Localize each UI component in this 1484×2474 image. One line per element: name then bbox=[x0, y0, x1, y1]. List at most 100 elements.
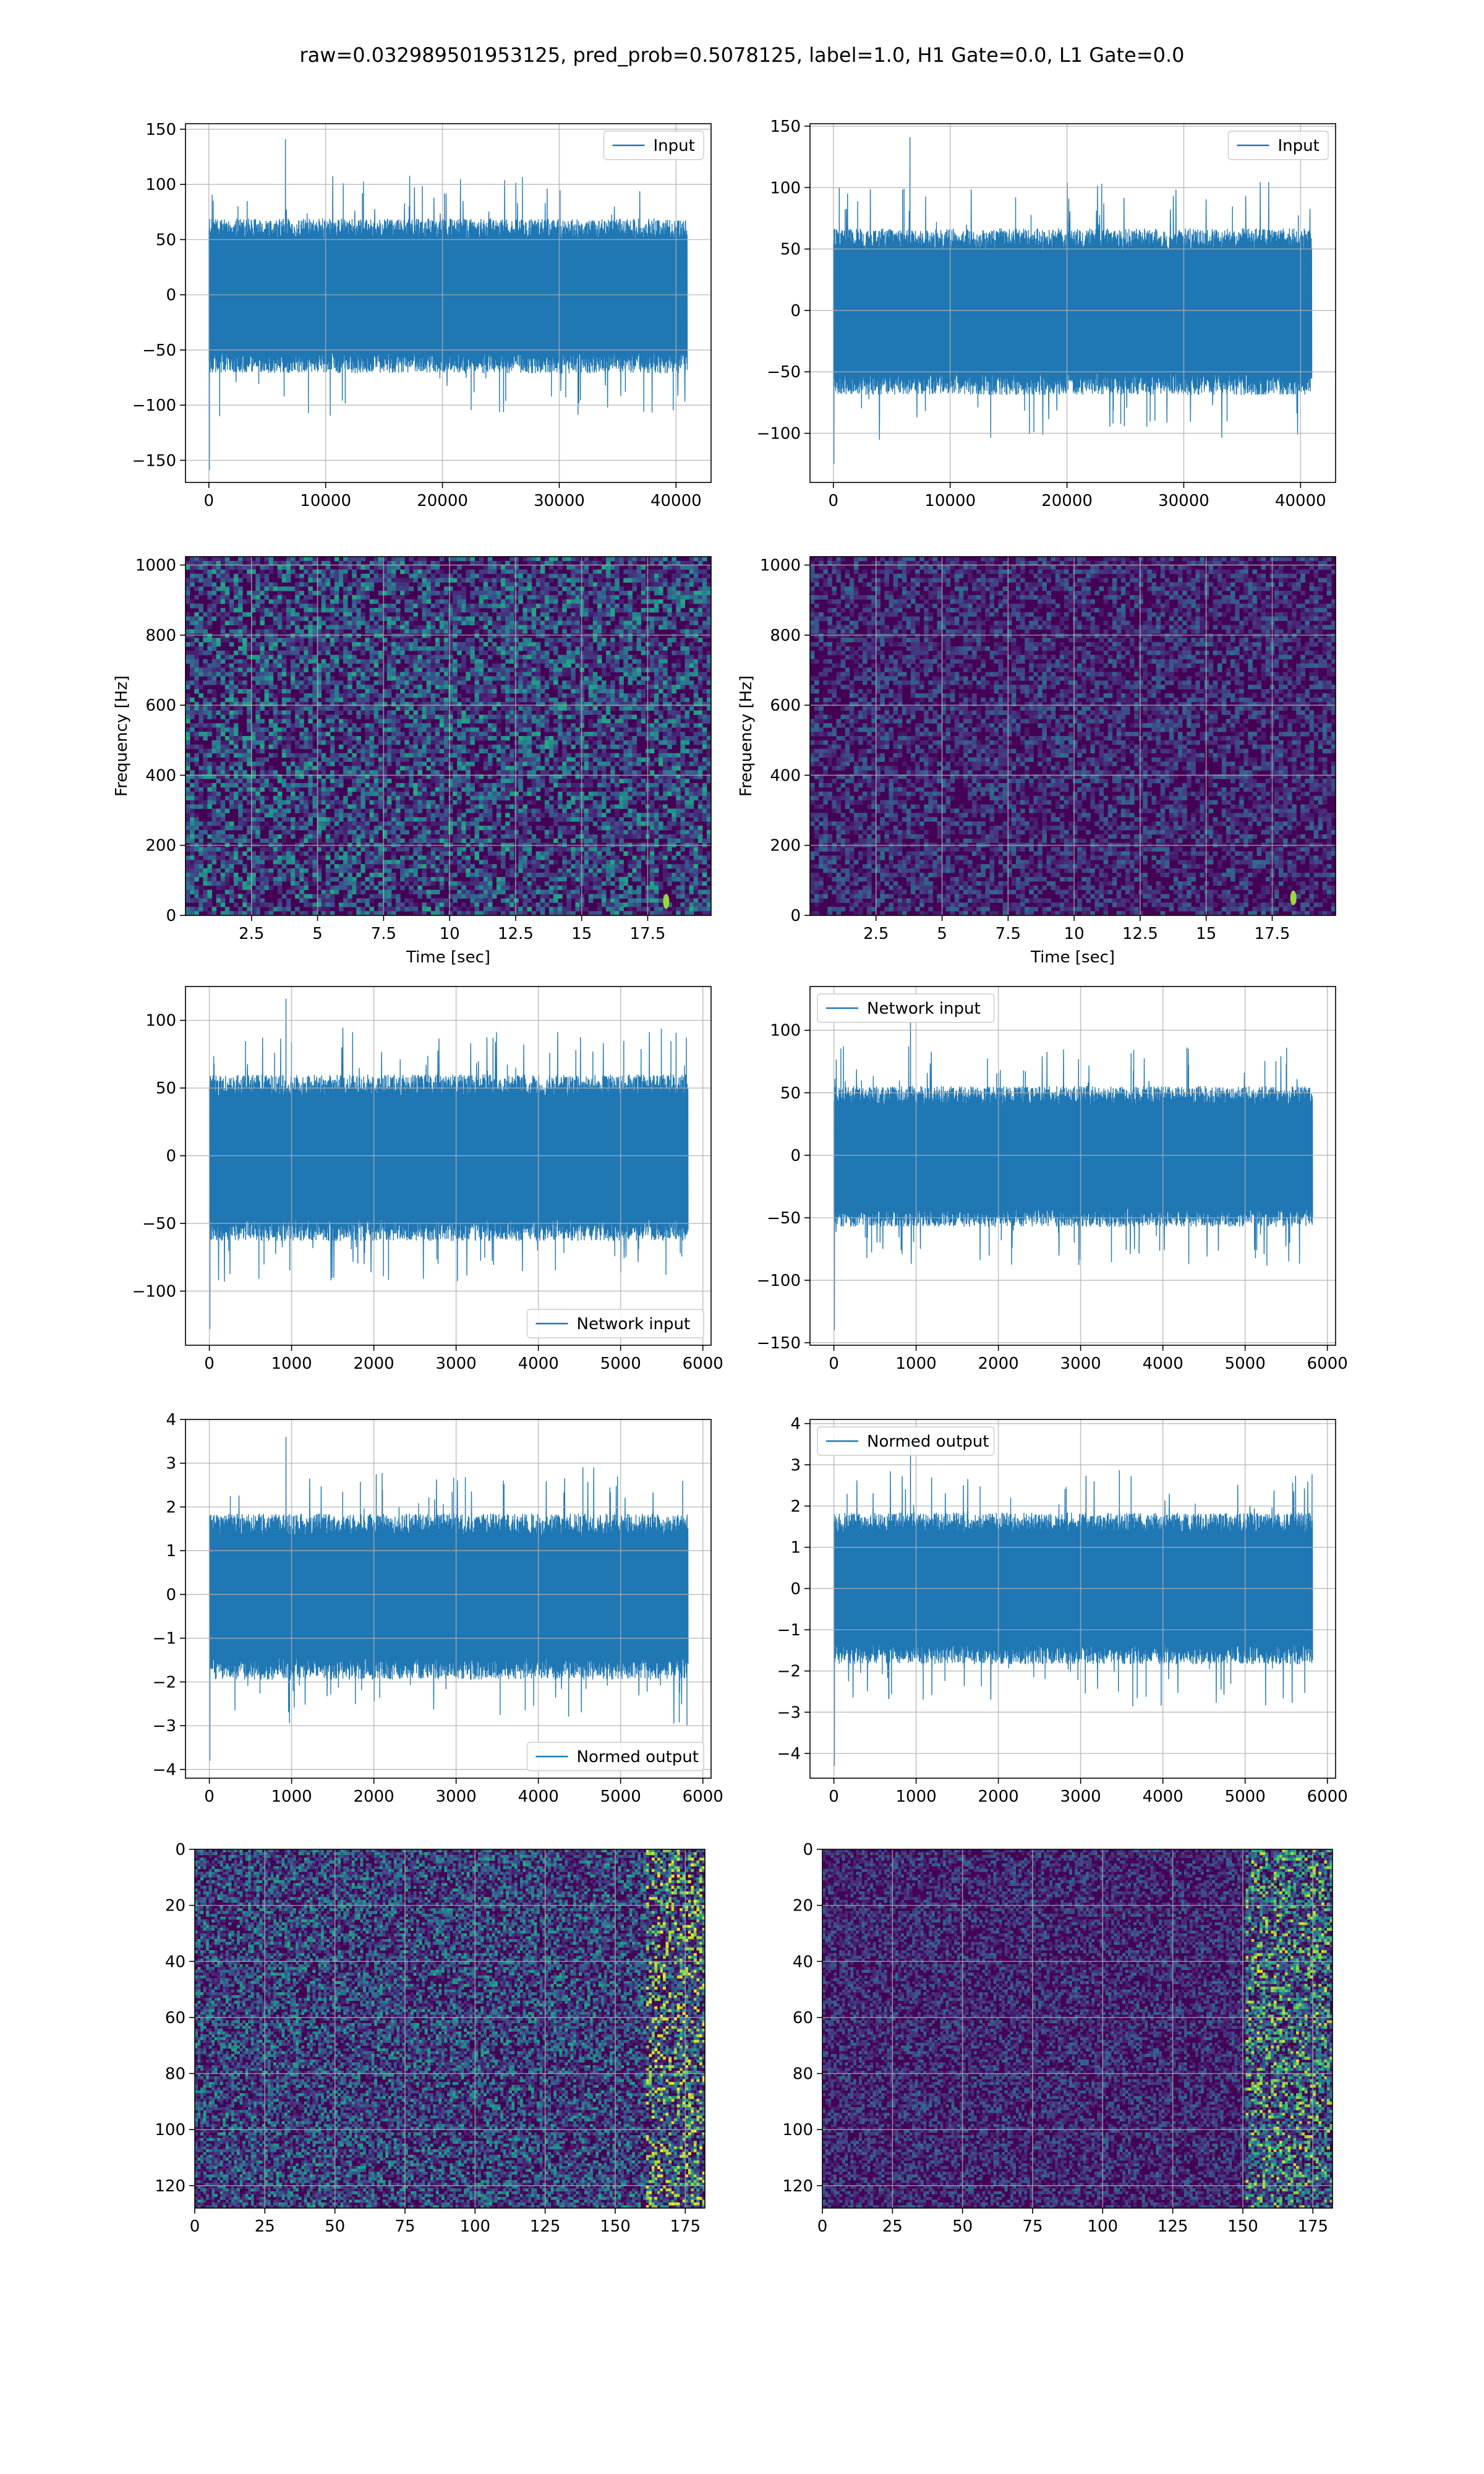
heatmap-cell bbox=[444, 749, 449, 753]
heatmap-cell bbox=[238, 633, 243, 638]
heatmap-cell bbox=[238, 629, 243, 633]
heatmap-cell bbox=[610, 702, 615, 706]
heatmap-cell bbox=[619, 758, 624, 762]
x-tick-label: 10000 bbox=[300, 492, 351, 510]
heatmap-cell bbox=[527, 732, 532, 736]
heatmap-cell bbox=[606, 570, 611, 574]
heatmap-cell bbox=[255, 689, 260, 693]
heatmap-cell bbox=[466, 642, 471, 646]
heatmap-cell bbox=[702, 672, 707, 676]
heatmap-cell bbox=[545, 617, 550, 621]
heatmap-cell bbox=[584, 633, 589, 638]
heatmap-cell bbox=[475, 574, 480, 578]
heatmap-cell bbox=[409, 574, 414, 578]
heatmap-cell bbox=[448, 651, 453, 655]
heatmap-cell bbox=[242, 758, 247, 762]
heatmap-cell bbox=[501, 633, 506, 638]
heatmap-cell bbox=[545, 574, 550, 578]
heatmap-cell bbox=[619, 608, 624, 612]
heatmap-cell bbox=[562, 706, 567, 711]
heatmap-cell bbox=[527, 604, 532, 608]
heatmap-cell bbox=[628, 727, 633, 732]
heatmap-cell bbox=[589, 668, 594, 672]
heatmap-cell bbox=[514, 642, 519, 646]
heatmap-cell bbox=[479, 591, 484, 595]
heatmap-cell bbox=[186, 642, 190, 646]
heatmap-cell bbox=[198, 617, 203, 621]
heatmap-cell bbox=[497, 758, 501, 762]
heatmap-cell bbox=[365, 761, 370, 766]
heatmap-cell bbox=[260, 736, 265, 740]
heatmap-cell bbox=[365, 753, 370, 758]
heatmap-cell bbox=[685, 578, 690, 583]
heatmap-cell bbox=[417, 715, 422, 719]
heatmap-cell bbox=[396, 749, 401, 753]
heatmap-cell bbox=[343, 586, 348, 591]
heatmap-cell bbox=[278, 570, 283, 574]
heatmap-cell bbox=[549, 711, 554, 715]
heatmap-cell bbox=[698, 727, 703, 732]
heatmap-cell bbox=[409, 689, 414, 693]
heatmap-cell bbox=[514, 685, 519, 689]
heatmap-cell bbox=[444, 621, 449, 625]
heatmap-cell bbox=[689, 599, 694, 604]
heatmap-cell bbox=[448, 676, 453, 680]
heatmap-cell bbox=[360, 698, 365, 702]
heatmap-cell bbox=[540, 612, 545, 617]
heatmap-cell bbox=[694, 659, 699, 664]
heatmap-cell bbox=[497, 676, 501, 680]
heatmap-cell bbox=[299, 753, 304, 758]
heatmap-cell bbox=[247, 727, 252, 732]
heatmap-cell bbox=[562, 664, 567, 668]
heatmap-cell bbox=[295, 591, 300, 595]
heatmap-cell bbox=[413, 625, 418, 630]
heatmap-cell bbox=[527, 736, 532, 740]
heatmap-cell bbox=[400, 655, 405, 659]
heatmap-cell bbox=[470, 740, 475, 745]
heatmap-cell bbox=[602, 565, 607, 570]
heatmap-cell bbox=[470, 736, 475, 740]
x-tick-label: 40000 bbox=[650, 492, 702, 510]
heatmap-cell bbox=[593, 617, 598, 621]
heatmap-cell bbox=[299, 766, 304, 770]
heatmap-cell bbox=[198, 770, 203, 774]
heatmap-cell bbox=[207, 582, 212, 586]
heatmap-cell bbox=[466, 608, 471, 612]
heatmap-cell bbox=[391, 625, 396, 630]
heatmap-cell bbox=[448, 723, 453, 727]
heatmap-cell bbox=[203, 651, 208, 655]
heatmap-cell bbox=[510, 758, 514, 762]
heatmap-cell bbox=[404, 711, 409, 715]
heatmap-cell bbox=[558, 685, 563, 689]
heatmap-cell bbox=[265, 651, 270, 655]
heatmap-cell bbox=[527, 557, 532, 561]
heatmap-cell bbox=[286, 693, 291, 698]
heatmap-cell bbox=[396, 732, 401, 736]
heatmap-cell bbox=[650, 621, 655, 625]
heatmap-cell bbox=[387, 715, 392, 719]
heatmap-cell bbox=[685, 702, 690, 706]
heatmap-cell bbox=[540, 723, 545, 727]
heatmap-cell bbox=[282, 727, 287, 732]
heatmap-cell bbox=[308, 719, 313, 723]
heatmap-cell bbox=[667, 586, 672, 591]
heatmap-cell bbox=[444, 578, 449, 583]
heatmap-cell bbox=[207, 604, 212, 608]
heatmap-cell bbox=[343, 633, 348, 638]
heatmap-cell bbox=[453, 689, 458, 693]
heatmap-cell bbox=[562, 655, 567, 659]
heatmap-cell bbox=[628, 753, 633, 758]
heatmap-cell bbox=[659, 642, 663, 646]
heatmap-cell bbox=[615, 629, 620, 633]
heatmap-cell bbox=[360, 711, 365, 715]
heatmap-cell bbox=[308, 612, 313, 617]
heatmap-cell bbox=[698, 646, 703, 651]
heatmap-cell bbox=[484, 591, 488, 595]
heatmap-cell bbox=[225, 595, 230, 599]
heatmap-cell bbox=[628, 565, 633, 570]
heatmap-cell bbox=[667, 625, 672, 630]
heatmap-cell bbox=[255, 727, 260, 732]
heatmap-cell bbox=[589, 702, 594, 706]
heatmap-cell bbox=[453, 664, 458, 668]
heatmap-cell bbox=[497, 617, 501, 621]
